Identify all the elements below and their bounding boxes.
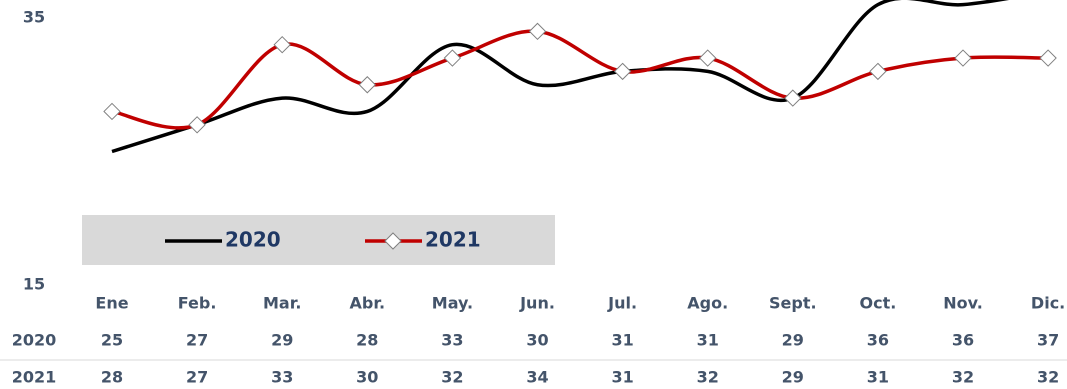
marker (954, 49, 972, 67)
table-cell: 31 (611, 368, 633, 387)
legend-marker (384, 232, 402, 250)
table-cell: 25 (101, 331, 123, 350)
table-cell: 28 (101, 368, 123, 387)
y-tick-label: 35 (23, 8, 45, 27)
marker (443, 49, 462, 67)
marker (869, 62, 887, 81)
marker (698, 49, 717, 67)
x-tick-label: Dic. (1031, 294, 1065, 313)
table-cell: 31 (867, 368, 889, 387)
table-cell: 27 (186, 331, 208, 350)
x-tick-label: May. (432, 294, 473, 313)
legend-box (82, 215, 555, 265)
table-cell: 34 (526, 368, 548, 387)
table-cell: 32 (1037, 368, 1059, 387)
table-cell: 32 (697, 368, 719, 387)
marker (528, 22, 547, 41)
x-tick-label: Jul. (607, 294, 637, 313)
table-cell: 33 (271, 368, 293, 387)
table-cell: 30 (526, 331, 548, 350)
table-cell: 36 (952, 331, 974, 350)
x-tick-label: Feb. (178, 294, 217, 313)
x-tick-label: Sept. (769, 294, 817, 313)
legend-label: 2021 (425, 228, 481, 252)
table-cell: 30 (356, 368, 378, 387)
x-tick-label: Mar. (263, 294, 301, 313)
table-cell: 37 (1037, 331, 1059, 350)
table-cell: 31 (611, 331, 633, 350)
legend-label: 2020 (225, 228, 281, 252)
table-cell: 27 (186, 368, 208, 387)
table-cell: 33 (441, 331, 463, 350)
table-cell: 32 (952, 368, 974, 387)
x-tick-label: Abr. (350, 294, 386, 313)
table-row-label: 2021 (12, 368, 57, 387)
x-tick-label: Ene (95, 294, 128, 313)
table-cell: 28 (356, 331, 378, 350)
table-cell: 29 (782, 331, 804, 350)
table-row-label: 2020 (12, 331, 57, 350)
marker (358, 76, 377, 94)
table-cell: 36 (867, 331, 889, 350)
x-tick-label: Oct. (859, 294, 896, 313)
marker (273, 35, 291, 54)
marker (188, 116, 206, 134)
marker (1039, 49, 1057, 67)
marker (784, 89, 802, 107)
marker (103, 102, 121, 121)
x-tick-label: Ago. (687, 294, 728, 313)
table-cell: 29 (271, 331, 293, 350)
x-tick-label: Nov. (943, 294, 983, 313)
table-cell: 29 (782, 368, 804, 387)
marker (613, 62, 632, 81)
x-tick-label: Jun. (519, 294, 555, 313)
series-line (111, 0, 1010, 154)
table-cell: 31 (697, 331, 719, 350)
table-cell: 32 (441, 368, 463, 387)
y-tick-label: 15 (23, 275, 45, 294)
